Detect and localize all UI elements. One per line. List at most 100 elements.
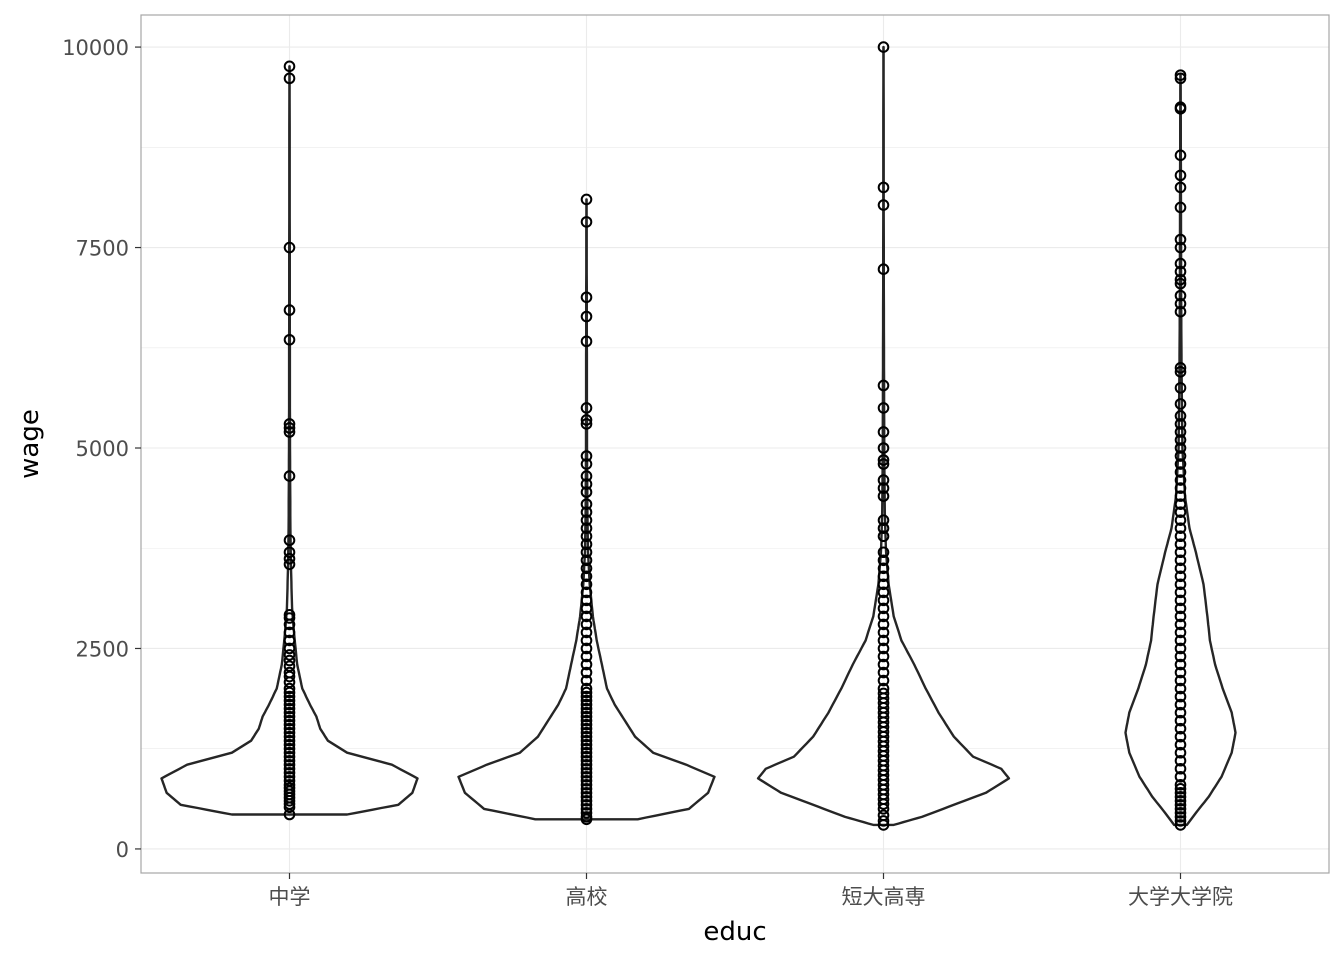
data-point	[877, 594, 890, 607]
data-point	[1174, 746, 1187, 759]
data-point	[580, 770, 593, 783]
violin-1	[160, 65, 419, 816]
data-point	[1174, 610, 1187, 623]
data-point	[1174, 69, 1187, 81]
data-point	[877, 263, 890, 275]
data-point	[1174, 554, 1187, 567]
data-point	[877, 666, 890, 679]
data-point	[877, 642, 890, 655]
data-point	[1174, 626, 1187, 639]
data-point	[580, 414, 593, 426]
data-point	[283, 426, 296, 438]
data-point	[283, 534, 296, 547]
data-point	[1174, 650, 1187, 663]
data-point	[580, 811, 593, 823]
data-point	[877, 379, 890, 392]
data-point	[580, 538, 593, 551]
data-point	[283, 766, 296, 779]
data-point	[1174, 522, 1187, 534]
data-point	[1174, 815, 1187, 827]
data-point	[877, 586, 890, 599]
data-point	[283, 774, 296, 787]
data-point	[580, 470, 593, 482]
data-point	[580, 758, 593, 771]
data-point	[580, 666, 593, 679]
data-point	[1174, 594, 1187, 607]
data-point	[580, 726, 593, 739]
x-tick-label: 短大高専	[842, 885, 926, 909]
data-point	[1174, 257, 1187, 270]
data-point	[580, 216, 593, 228]
data-point	[1174, 562, 1187, 575]
data-point	[1174, 722, 1187, 735]
data-point	[1174, 570, 1187, 583]
data-point	[580, 418, 593, 430]
data-point	[580, 642, 593, 655]
data-point	[580, 710, 593, 723]
data-point	[580, 807, 593, 819]
data-point	[1174, 277, 1187, 290]
data-point	[580, 402, 593, 414]
data-point	[580, 766, 593, 779]
data-point	[283, 642, 296, 655]
data-point	[283, 422, 296, 434]
data-point	[877, 674, 890, 687]
data-point	[1174, 398, 1187, 410]
data-point	[1174, 362, 1187, 374]
data-point	[1174, 783, 1187, 795]
data-point	[283, 718, 296, 731]
data-point	[1174, 366, 1187, 378]
data-point	[877, 458, 890, 470]
data-point	[877, 546, 890, 559]
data-point	[877, 578, 890, 591]
data-point	[1174, 450, 1187, 462]
data-point	[1174, 602, 1187, 615]
data-points	[283, 41, 1187, 831]
data-point	[1174, 658, 1187, 671]
data-point	[580, 193, 593, 206]
data-point	[1174, 666, 1187, 679]
data-point	[877, 482, 890, 494]
data-point	[283, 706, 296, 719]
data-point	[283, 470, 296, 482]
data-point	[580, 803, 593, 815]
data-point	[283, 552, 296, 565]
x-axis-title: educ	[703, 917, 766, 947]
data-point	[877, 199, 890, 211]
data-point	[877, 626, 890, 639]
data-point	[1174, 201, 1187, 214]
data-point	[877, 634, 890, 647]
data-point	[580, 506, 593, 518]
data-point	[580, 778, 593, 791]
data-point	[1174, 434, 1187, 446]
data-point	[580, 291, 593, 304]
data-point	[580, 787, 593, 799]
data-point	[1174, 674, 1187, 687]
y-tick-label: 2500	[76, 637, 129, 661]
data-point	[1174, 426, 1187, 438]
y-tick-label: 7500	[76, 237, 129, 261]
data-point	[580, 546, 593, 559]
data-point	[877, 522, 890, 534]
data-point	[580, 783, 593, 795]
data-point	[1174, 811, 1187, 823]
data-point	[283, 690, 296, 703]
data-point	[1174, 634, 1187, 647]
data-point	[283, 698, 296, 711]
data-point	[283, 742, 296, 755]
data-point	[283, 666, 296, 679]
data-point	[283, 750, 296, 763]
data-point	[1174, 273, 1187, 286]
data-point	[580, 554, 593, 567]
data-point	[580, 650, 593, 663]
data-point	[1174, 642, 1187, 655]
data-point	[1174, 791, 1187, 803]
data-point	[580, 702, 593, 715]
data-point	[877, 658, 890, 671]
data-point	[283, 722, 296, 735]
data-point	[580, 310, 593, 323]
data-point	[1174, 418, 1187, 430]
data-point	[580, 694, 593, 707]
data-point	[1174, 530, 1187, 543]
data-point	[580, 698, 593, 711]
